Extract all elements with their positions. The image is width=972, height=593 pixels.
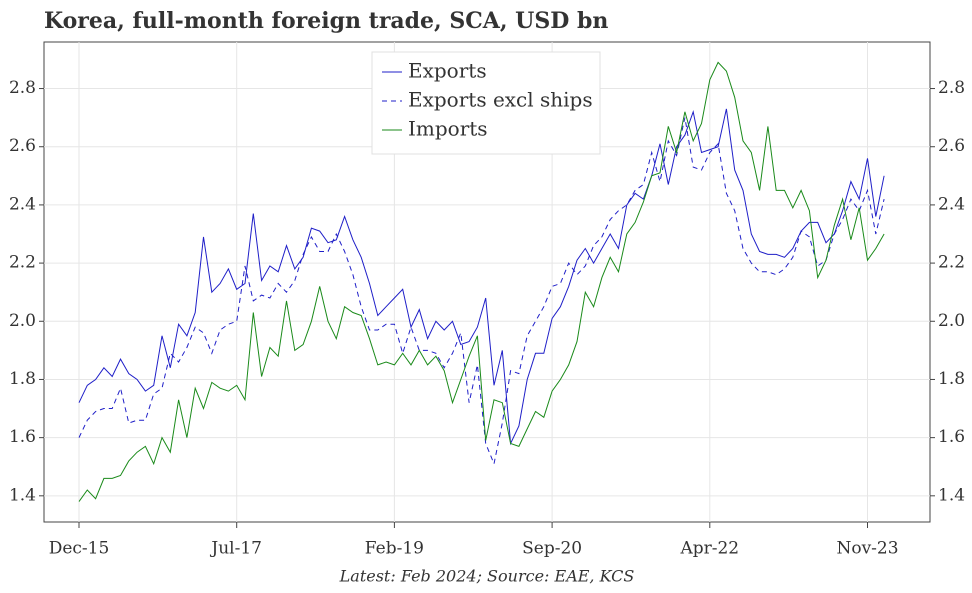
y2-tick-label: 2.4 bbox=[938, 194, 965, 214]
y-tick-label: 2.4 bbox=[9, 194, 36, 214]
x-tick-label: Jul-17 bbox=[209, 539, 262, 559]
x-tick-label: Nov-23 bbox=[836, 539, 898, 559]
legend-label: Imports bbox=[408, 117, 488, 141]
x-tick-label: Feb-19 bbox=[365, 539, 424, 559]
y2-tick-label: 2.0 bbox=[938, 311, 965, 331]
y2-tick-label: 1.6 bbox=[938, 427, 965, 447]
x-tick-label: Apr-22 bbox=[679, 539, 739, 559]
y-tick-label: 1.8 bbox=[9, 369, 36, 389]
y-tick-label: 1.6 bbox=[9, 427, 36, 447]
y-tick-label: 2.2 bbox=[9, 253, 36, 273]
plot-frame bbox=[43, 41, 931, 523]
y2-tick-label: 2.8 bbox=[938, 78, 965, 98]
y-tick-label: 2.8 bbox=[9, 78, 36, 98]
y2-tick-label: 1.4 bbox=[938, 485, 965, 505]
y-tick-label: 2.0 bbox=[9, 311, 36, 331]
y2-tick-label: 2.6 bbox=[938, 136, 965, 156]
legend-box bbox=[371, 51, 601, 155]
chart-title: Korea, full-month foreign trade, SCA, US… bbox=[44, 8, 608, 34]
legend-label: Exports excl ships bbox=[408, 88, 593, 112]
series-line bbox=[78, 108, 885, 446]
y-tick-label: 1.4 bbox=[9, 485, 36, 505]
legend-label: Exports bbox=[408, 59, 487, 83]
legend: Exports Exports excl ships Imports bbox=[371, 51, 601, 155]
series-line bbox=[78, 61, 885, 502]
x-tick-label: Dec-15 bbox=[49, 539, 110, 559]
y2-tick-label: 1.8 bbox=[938, 369, 965, 389]
y2-tick-label: 2.2 bbox=[938, 253, 965, 273]
caption: Latest: Feb 2024; Source: EAE, KCS bbox=[339, 567, 635, 586]
series-line bbox=[78, 117, 885, 466]
y-tick-label: 2.6 bbox=[9, 136, 36, 156]
x-tick-label: Sep-20 bbox=[522, 539, 582, 559]
